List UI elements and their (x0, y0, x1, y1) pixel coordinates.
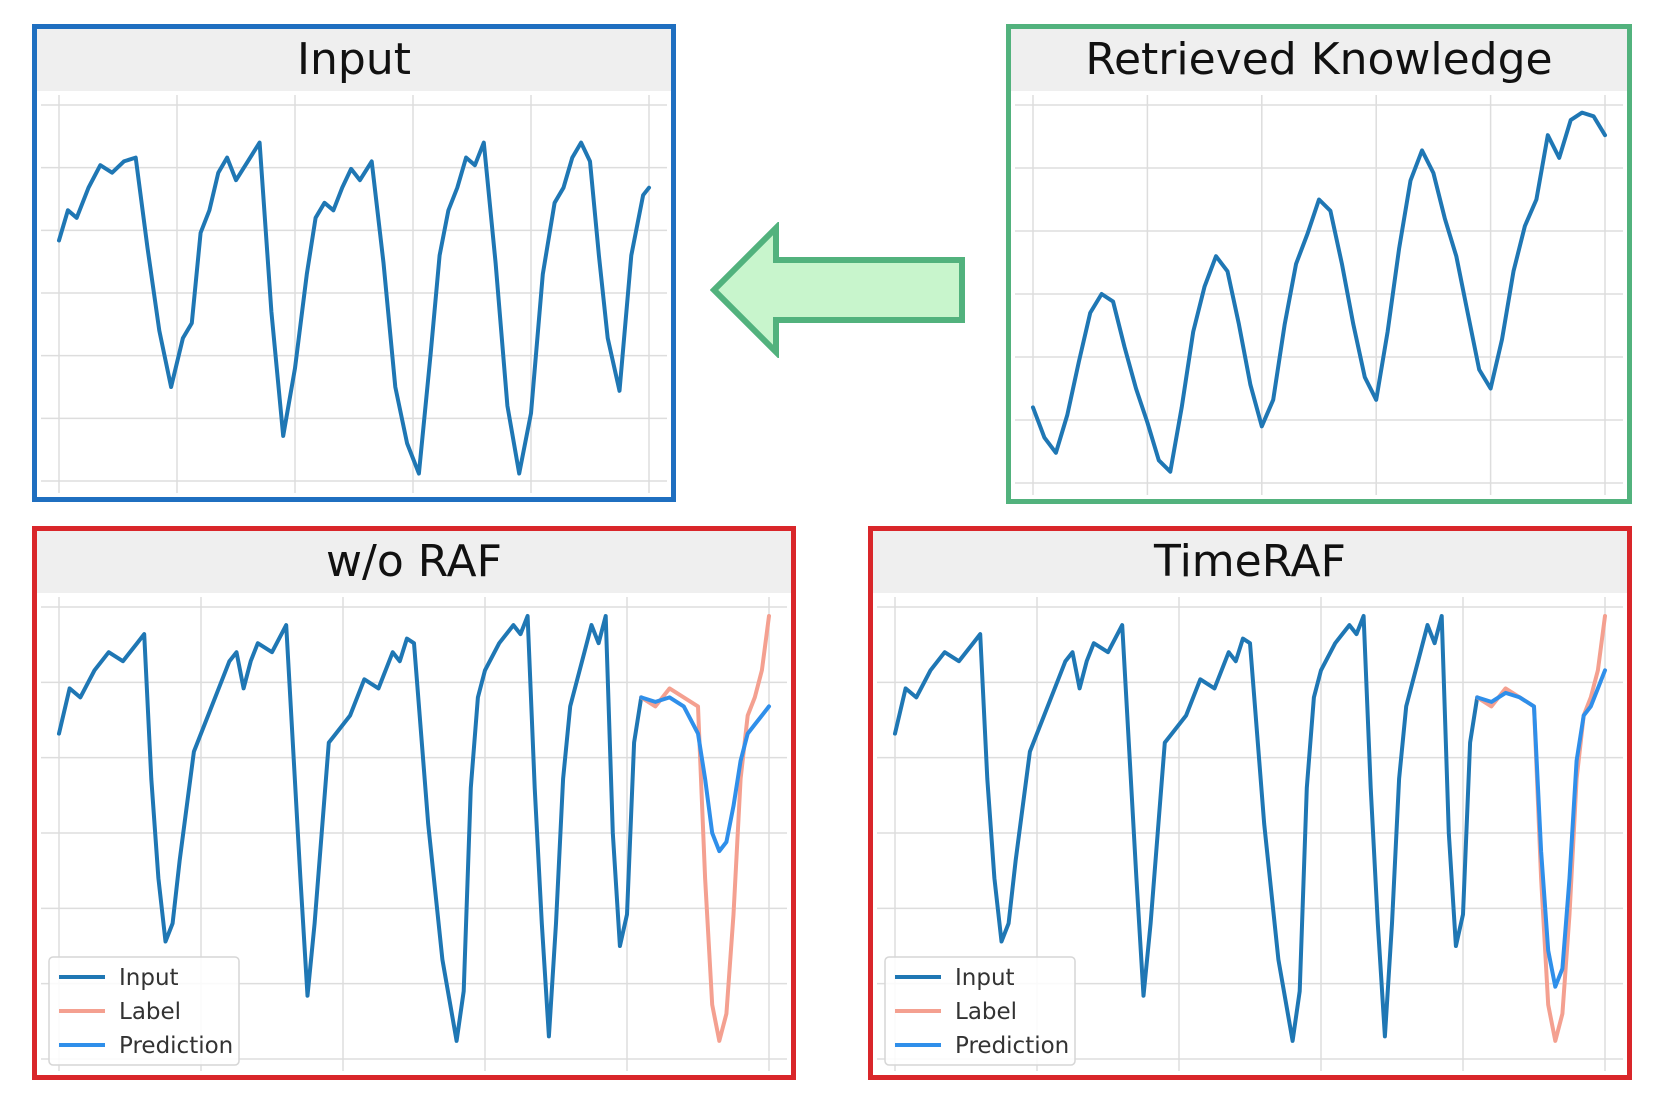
input-panel: Input (32, 24, 676, 502)
input-chart (41, 95, 667, 493)
legend-box (48, 956, 240, 1066)
legend-label-prediction: Prediction (955, 1033, 1069, 1059)
legend-label-input: Input (119, 965, 179, 991)
left-arrow-icon (710, 222, 965, 358)
input-series-line (57, 140, 651, 476)
label-series-line (1475, 614, 1607, 1043)
legend: Input Label Prediction (884, 956, 1076, 1066)
prediction-series-line (1475, 668, 1607, 989)
without-raf-panel: w/o RAF Input Label Prediction (32, 526, 796, 1080)
grid (41, 597, 787, 1071)
prediction-series-line (639, 695, 771, 854)
timeraf-title: TimeRAF (873, 531, 1627, 593)
input-series-line (893, 614, 1480, 1043)
input-panel-title: Input (37, 29, 671, 91)
retrieved-knowledge-title: Retrieved Knowledge (1011, 29, 1627, 91)
timeraf-chart: Input Label Prediction (877, 597, 1623, 1071)
legend-label-label: Label (955, 999, 1017, 1025)
without-raf-chart: Input Label Prediction (41, 597, 787, 1071)
legend-label-label: Label (119, 999, 181, 1025)
legend: Input Label Prediction (48, 956, 240, 1066)
label-series-line (639, 614, 771, 1043)
input-series-line (1031, 110, 1607, 474)
retrieved-knowledge-panel: Retrieved Knowledge (1006, 24, 1632, 504)
retrieved-knowledge-chart (1015, 95, 1623, 495)
legend-label-prediction: Prediction (119, 1033, 233, 1059)
input-series-line (57, 614, 644, 1043)
legend-box (884, 956, 1076, 1066)
without-raf-title: w/o RAF (37, 531, 791, 593)
legend-label-input: Input (955, 965, 1015, 991)
timeraf-panel: TimeRAF Input Label Prediction (868, 526, 1632, 1080)
grid (41, 95, 667, 493)
